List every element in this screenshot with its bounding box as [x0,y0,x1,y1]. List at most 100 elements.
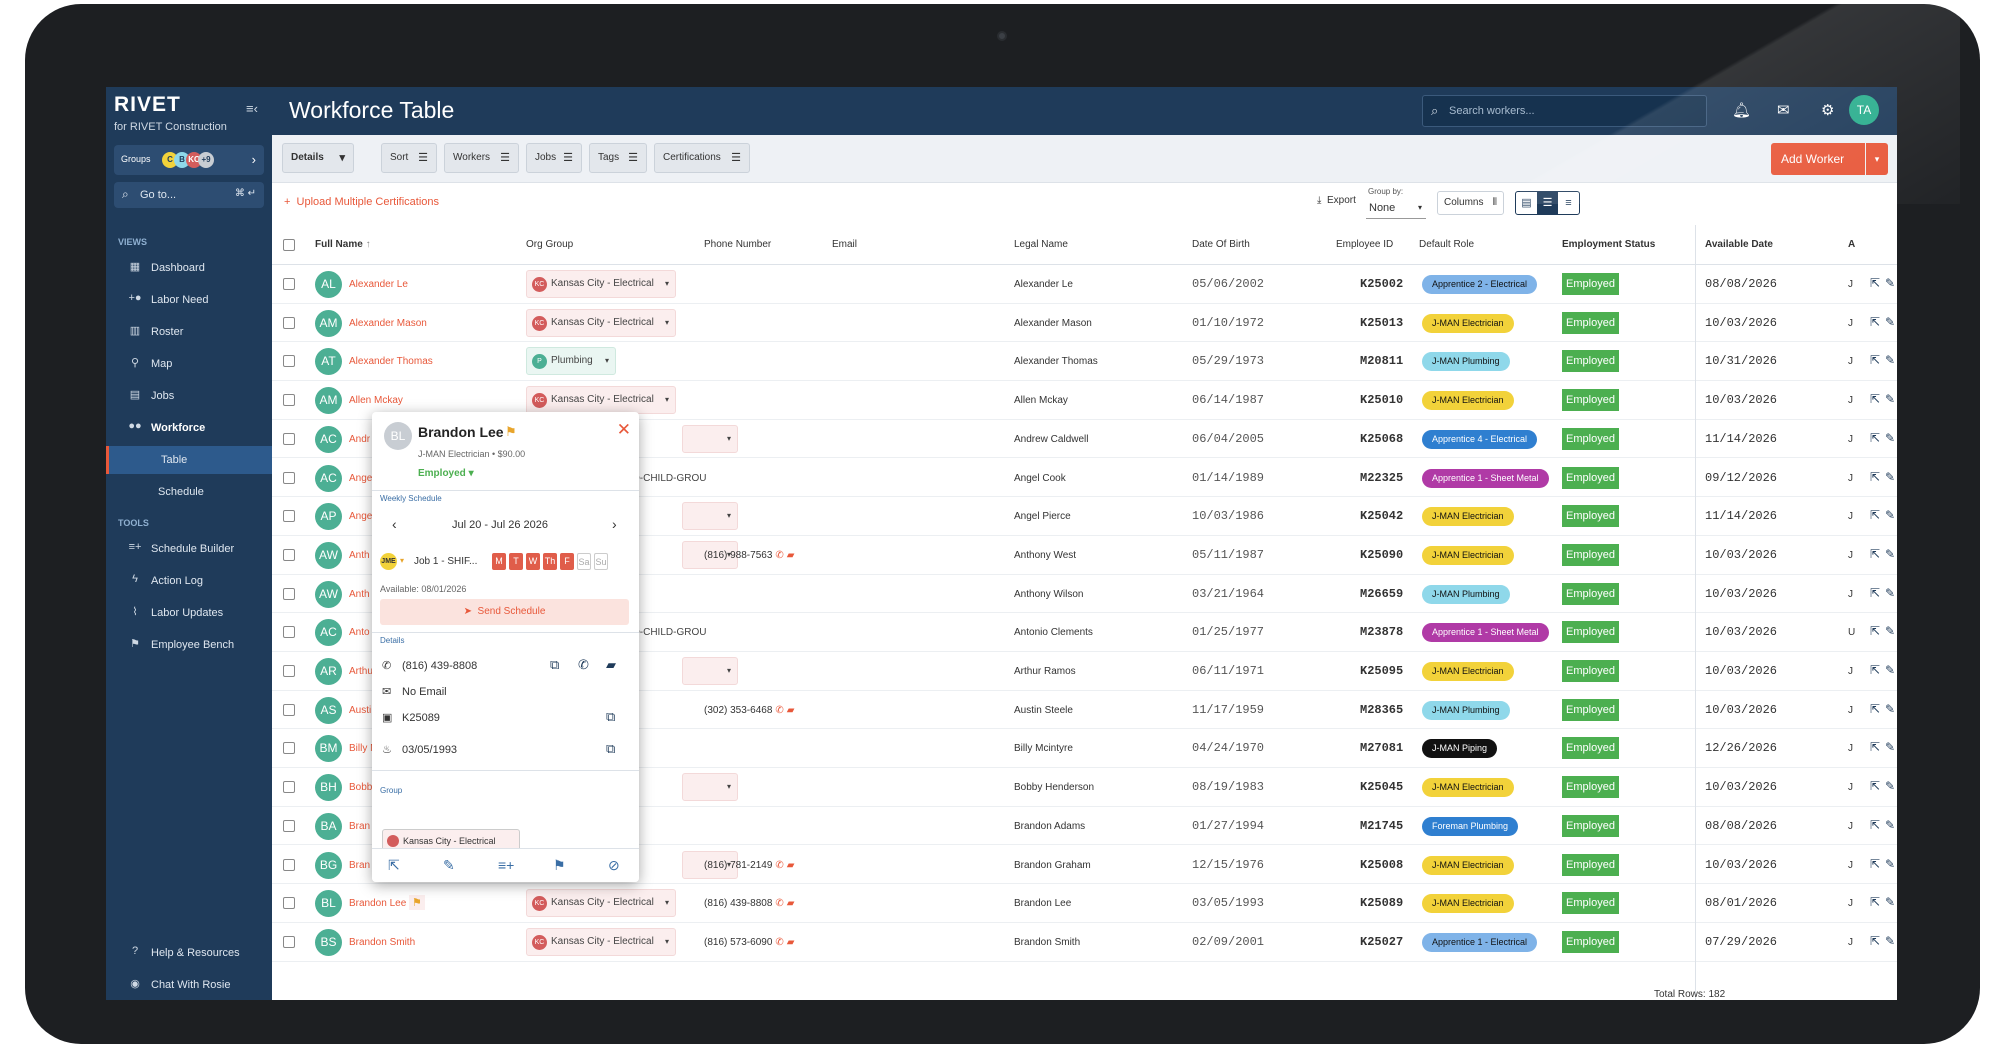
column-header[interactable]: Employee ID [1336,239,1394,250]
group-by-select[interactable]: None ▾ [1366,197,1426,219]
worker-name-link[interactable]: Alexander Le [349,279,408,290]
worker-name-link[interactable]: Anth [349,588,370,600]
schedule-day[interactable]: M [492,553,506,570]
sidebar-item-schedule-builder[interactable]: ≡+ Schedule Builder [106,535,272,563]
jobs-filter[interactable]: Jobs ☰ [526,143,582,173]
table-row[interactable]: AM Allen Mckay KC Kansas City - Electrical ▾… [272,381,1897,420]
message-icon[interactable]: ▰ [786,859,795,871]
user-avatar[interactable]: TA [1849,95,1879,125]
column-header[interactable]: Date Of Birth [1192,239,1250,250]
sidebar-item-jobs[interactable]: ▤ Jobs [106,382,272,410]
column-header[interactable]: A [1848,239,1856,250]
table-row[interactable]: BA Bran Brandon Adams 01/27/1994 M21745 Forem… [272,807,1897,846]
open-external-icon[interactable]: ⇱ [1870,701,1881,716]
row-checkbox[interactable] [283,278,295,290]
org-group-chip[interactable]: KC Kansas City - Electrical ▾ [526,308,676,337]
sidebar-item-chat[interactable]: ◉ Chat With Rosie [106,971,272,999]
sidebar-item-table[interactable]: Table [106,446,272,474]
column-header[interactable]: Default Role [1419,239,1475,250]
row-checkbox[interactable] [283,858,295,871]
edit-pencil-icon[interactable]: ✎ [1885,624,1896,639]
collapse-menu-icon[interactable]: ≡‹ [246,101,258,116]
org-group-chip[interactable]: ▾ [682,424,738,453]
table-row[interactable]: BM Billy M Billy Mcintyre 04/24/1970 M27081 J… [272,729,1897,769]
copy-icon[interactable]: ⧉ [606,741,616,756]
schedule-day[interactable]: Su [594,553,608,570]
worker-name-link[interactable]: Anth [349,549,370,561]
table-row[interactable]: BL Brandon Lee ⚑ KC Kansas City - Electrical… [272,884,1897,923]
open-external-icon[interactable]: ⇱ [1870,392,1881,407]
standard-view-icon[interactable]: ☰ [1537,192,1558,214]
edit-pencil-icon[interactable]: ✎ [1885,701,1896,716]
sidebar-item-schedule[interactable]: Schedule [106,478,272,506]
row-checkbox[interactable] [283,510,295,523]
row-checkbox[interactable] [283,355,295,368]
worker-name-link[interactable]: Allen Mckay [349,395,403,407]
edit-pencil-icon[interactable]: ✎ [1885,392,1896,407]
message-icon[interactable]: ▰ [786,704,795,716]
copy-icon[interactable]: ⧉ [606,709,616,724]
edit-pencil-icon[interactable]: ✎ [1885,546,1896,561]
details-dropdown[interactable]: Details ▾ [282,143,354,173]
send-schedule-button[interactable]: ➤ Send Schedule [380,599,629,625]
copy-icon[interactable]: ⧉ [550,657,560,672]
workers-filter[interactable]: Workers ☰ [444,143,519,173]
open-external-icon[interactable]: ⇱ [1870,430,1881,445]
row-checkbox[interactable] [283,394,295,407]
flag-icon[interactable]: ⚑ [553,857,566,873]
compact-view-icon[interactable]: ▤ [1521,197,1532,209]
open-external-icon[interactable]: ⇱ [1870,663,1881,677]
table-row[interactable]: AS Austi (302) 353-6468 ✆ ▰ Austin Steele 11/1… [272,691,1897,730]
table-row[interactable]: AC Ange O-CHILD-GROU Angel Cook 01/14/1989 M2… [272,459,1897,498]
add-worker-button[interactable]: Add Worker [1771,143,1865,175]
worker-name-link[interactable]: Arthu [349,666,373,677]
export-button[interactable]: ⤓ Export [1317,195,1356,206]
search-input[interactable] [1449,102,1699,120]
open-external-icon[interactable]: ⇱ [1870,469,1881,484]
org-group-chip[interactable]: ▾ [682,540,738,569]
notifications-bell-icon[interactable]: 🔔︎ [1732,102,1752,119]
open-external-icon[interactable]: ⇱ [1870,895,1881,910]
chevron-right-icon[interactable]: › [612,516,617,532]
column-header[interactable]: Employment Status [1562,239,1656,250]
message-icon[interactable]: ▰ [606,657,616,672]
open-external-icon[interactable]: ⇱ [388,857,400,873]
table-row[interactable]: BG Bran ▾ (816) 781-2149 ✆ ▰ Brandon Graham 12/… [272,846,1897,885]
row-checkbox[interactable] [283,742,295,755]
table-row[interactable]: AL Alexander Le KC Kansas City - Electrical… [272,265,1897,304]
worker-search[interactable]: ⌕ [1422,95,1707,127]
table-row[interactable]: AT Alexander Thomas P Plumbing ▾ Alexander Th… [272,342,1897,382]
open-external-icon[interactable]: ⇱ [1870,740,1881,755]
row-checkbox[interactable] [283,587,295,600]
tags-filter[interactable]: Tags ☰ [589,143,647,173]
message-icon[interactable]: ▰ [786,936,795,948]
worker-name-link[interactable]: Bobb [349,782,373,794]
org-group-chip[interactable]: KC Kansas City - Electrical ▾ [526,889,676,918]
sidebar-item-action-log[interactable]: ϟ Action Log [106,567,272,595]
edit-pencil-icon[interactable]: ✎ [1885,508,1896,523]
table-row[interactable]: AW Anth ▾ (816) 988-7563 ✆ ▰ Anthony West 05/11… [272,536,1897,575]
message-icon[interactable]: ▰ [786,898,795,910]
mail-icon[interactable]: ✉ [1777,102,1790,119]
row-checkbox[interactable] [283,548,295,561]
sidebar-item-dashboard[interactable]: ▦ Dashboard [106,254,272,282]
table-row[interactable]: BH Bobb ▾ Bobby Henderson 08/19/1983 K25045 J-… [272,768,1897,807]
edit-pencil-icon[interactable]: ✎ [1885,663,1896,677]
status-dropdown[interactable]: Employed ▾ [418,468,474,479]
sort-button[interactable]: Sort ☰ [381,143,437,173]
sidebar-item-workforce[interactable]: ●● Workforce [106,414,272,442]
open-external-icon[interactable]: ⇱ [1870,508,1881,523]
worker-name-link[interactable]: Alexander Thomas [349,356,433,368]
edit-pencil-icon[interactable]: ✎ [1885,895,1896,910]
goto-search[interactable]: ⌕ Go to... ⌘ ↵ [114,182,264,208]
org-group-chip[interactable]: KC Kansas City - Electrical ▾ [526,927,676,956]
worker-name-link[interactable]: Andr [349,433,371,445]
schedule-day[interactable]: T [509,553,523,570]
column-header[interactable]: Available Date [1705,239,1773,250]
worker-name-link[interactable]: Billy M [349,743,379,755]
table-row[interactable]: AM Alexander Mason KC Kansas City - Electri… [272,304,1897,343]
worker-name-link[interactable]: Ange [349,511,373,523]
edit-pencil-icon[interactable]: ✎ [443,857,455,873]
upload-certifications-link[interactable]: + Upload Multiple Certifications [284,196,439,208]
row-checkbox[interactable] [283,432,295,445]
